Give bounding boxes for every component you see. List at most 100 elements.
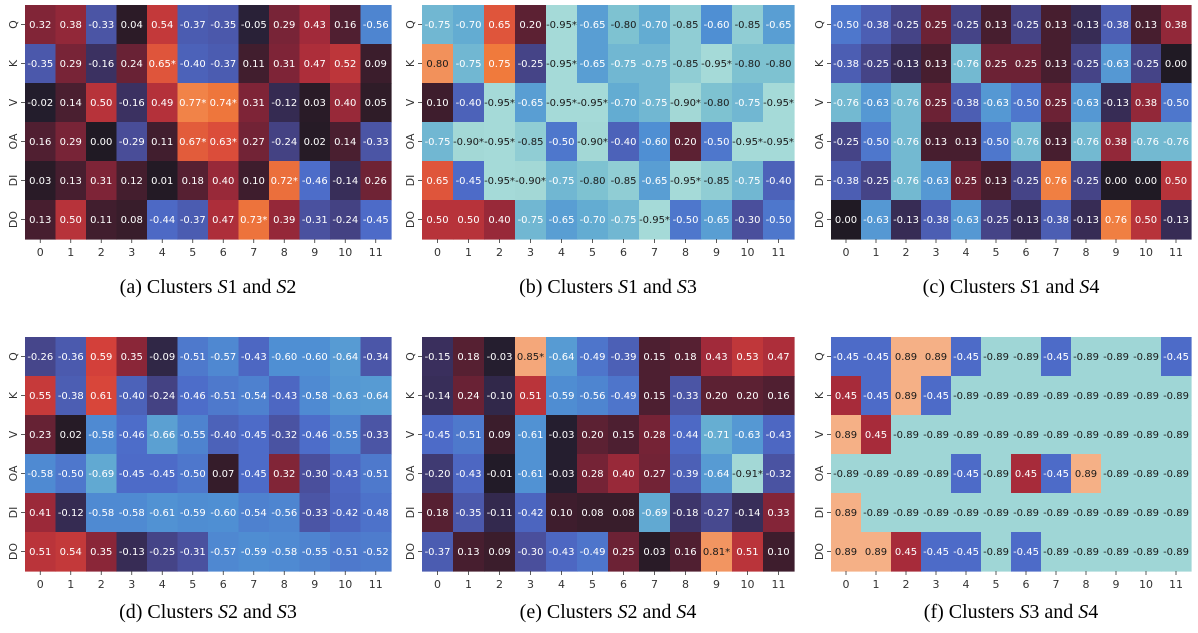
heatmap-cell — [639, 532, 671, 572]
cell-label: 0.02 — [304, 137, 326, 148]
heatmap-cell — [861, 44, 892, 84]
cell-label: -0.35 — [27, 59, 53, 70]
x-tick-label: 4 — [963, 578, 970, 591]
y-tick-label: Q — [7, 20, 20, 29]
heatmap-cell — [1161, 5, 1192, 45]
heatmap-cell — [577, 376, 609, 416]
cell-label: -0.45 — [833, 352, 859, 363]
heatmap-cell — [921, 5, 952, 45]
heatmap-cell — [861, 454, 892, 494]
cell-label: -0.45 — [1043, 469, 1069, 480]
cell-label: 0.29 — [60, 59, 82, 70]
heatmap-cell — [515, 454, 547, 494]
cell-label: -0.32 — [766, 469, 792, 480]
heatmap-cell — [732, 122, 764, 162]
cell-label: 0.61 — [90, 391, 112, 402]
cell-label: 0.50 — [60, 215, 82, 226]
cell-label: -0.66 — [149, 430, 175, 441]
cell-label: -0.16 — [88, 59, 114, 70]
cell-label: -0.34 — [363, 352, 389, 363]
heatmap-cell — [1101, 532, 1132, 572]
cell-label: -0.55 — [180, 430, 206, 441]
cell-label: -0.63 — [332, 391, 358, 402]
y-tick-label: K — [404, 59, 417, 67]
heatmap-cell — [208, 532, 240, 572]
cell-label: 0.28 — [643, 430, 665, 441]
x-tick-label: 4 — [558, 246, 565, 259]
cell-label: -0.38 — [58, 391, 84, 402]
cell-label: -0.49 — [580, 352, 606, 363]
heatmap-cell — [55, 122, 87, 162]
heatmap-cell — [732, 200, 764, 240]
heatmap-cell — [831, 122, 862, 162]
cell-label: -0.80 — [611, 20, 637, 31]
cell-label: -0.25 — [1073, 59, 1099, 70]
cell-label: 0.89 — [835, 508, 857, 519]
heatmap-cell — [1011, 5, 1042, 45]
heatmap-cell — [177, 454, 209, 494]
heatmap-cell — [299, 161, 331, 201]
cell-label: 0.00 — [835, 215, 857, 226]
cell-label: 0.54 — [151, 20, 173, 31]
heatmap-cell — [546, 122, 578, 162]
cell-label: 0.65 — [488, 20, 510, 31]
x-tick-label: 2 — [496, 578, 503, 591]
heatmap-cell — [1101, 5, 1132, 45]
heatmap-cell — [891, 337, 922, 377]
cell-label: -0.32 — [271, 430, 297, 441]
cell-label: -0.58 — [27, 469, 53, 480]
cell-label: 0.18 — [457, 352, 479, 363]
cell-label: -0.45 — [953, 547, 979, 558]
cell-label: -0.14 — [332, 176, 358, 187]
cell-label: -0.76 — [1163, 137, 1189, 148]
x-tick-label: 1 — [465, 246, 472, 259]
cell-label: 0.28 — [581, 469, 603, 480]
y-tick-label: Q — [813, 352, 826, 361]
cell-label: 0.10 — [426, 98, 448, 109]
heatmap-cell — [208, 122, 240, 162]
heatmap-cell — [981, 376, 1012, 416]
cell-label: 0.13 — [985, 20, 1007, 31]
x-tick-label: 7 — [651, 246, 658, 259]
heatmap-cell — [269, 376, 301, 416]
heatmap-cell — [360, 122, 392, 162]
cell-label: -0.85 — [735, 20, 761, 31]
heatmap-cell — [86, 200, 118, 240]
cell-label: -0.95* — [546, 20, 577, 31]
heatmap-cell — [360, 44, 392, 84]
cell-label: -0.89 — [1043, 508, 1069, 519]
heatmap-cell — [1101, 200, 1132, 240]
cell-label: -0.76 — [893, 176, 919, 187]
heatmap-cell — [921, 200, 952, 240]
heatmap-cell — [330, 44, 362, 84]
cell-label: -0.63 — [983, 98, 1009, 109]
cell-label: 0.53 — [736, 352, 758, 363]
cell-label: -0.64 — [704, 469, 730, 480]
heatmap-cell — [608, 44, 640, 84]
heatmap-cell — [484, 83, 516, 123]
cell-label: -0.33 — [363, 430, 389, 441]
heatmap-cell — [1041, 337, 1072, 377]
heatmap-cell — [1071, 83, 1102, 123]
heatmap-cell — [981, 122, 1012, 162]
cell-label: 0.75 — [488, 59, 510, 70]
cell-label: -0.89 — [1133, 352, 1159, 363]
heatmap-cell — [891, 122, 922, 162]
cell-label: 0.24 — [121, 59, 143, 70]
cell-label: -0.95* — [763, 98, 794, 109]
cell-label: 0.65 — [426, 176, 448, 187]
cell-label: 0.51 — [519, 391, 541, 402]
cell-label: -0.76 — [1013, 137, 1039, 148]
heatmap-cell — [546, 83, 578, 123]
heatmap-cell — [453, 161, 485, 201]
heatmap-cell — [608, 122, 640, 162]
cell-label: 0.20 — [519, 20, 541, 31]
cell-label: -0.50 — [863, 137, 889, 148]
x-tick-label: 2 — [98, 578, 105, 591]
heatmap-cell — [177, 376, 209, 416]
heatmap-cell — [1071, 532, 1102, 572]
cell-label: 0.76 — [1045, 176, 1067, 187]
heatmap-cell — [1011, 454, 1042, 494]
y-tick-label: OA — [813, 133, 826, 149]
